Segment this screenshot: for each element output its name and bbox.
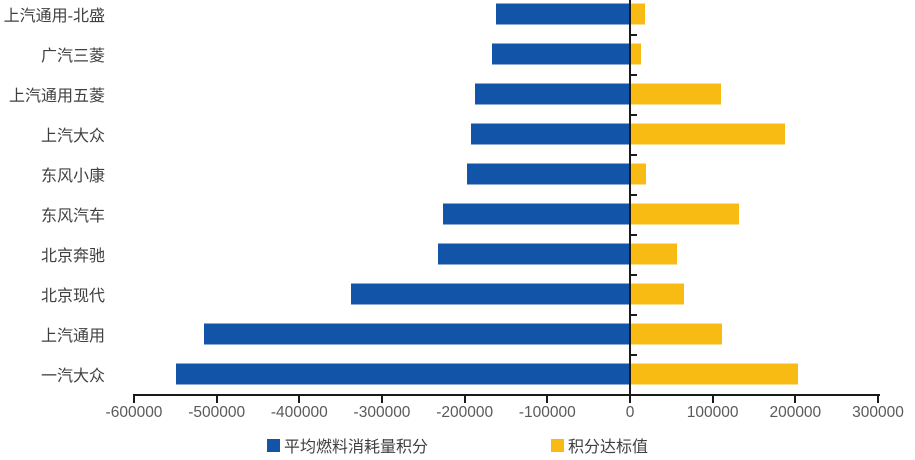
x-axis-tick-label: -300000 <box>353 404 411 421</box>
y-axis-tick <box>631 274 637 276</box>
legend-swatch-yellow <box>551 438 564 452</box>
category-label: 上汽通用-北盛 <box>3 6 105 25</box>
chart-row: 一汽大众 <box>0 354 878 394</box>
chart-row: 北京奔驰 <box>0 234 878 274</box>
chart-rows: 上汽通用-北盛广汽三菱上汽通用五菱上汽大众东风小康东风汽车北京奔驰北京现代上汽通… <box>0 0 878 394</box>
chart-row: 上汽通用-北盛 <box>0 0 878 34</box>
x-axis-tick-label: -200000 <box>436 404 494 421</box>
legend-swatch-blue <box>266 438 280 452</box>
bar-track <box>134 74 878 114</box>
category-label: 北京奔驰 <box>40 246 105 265</box>
legend-label-compliance-value: 积分达标值 <box>568 437 649 456</box>
category-label: 北京现代 <box>40 286 105 305</box>
x-axis-tick-label: -400000 <box>270 404 328 421</box>
y-axis-tick <box>631 314 637 316</box>
category-label: 东风小康 <box>40 166 105 185</box>
bar-track <box>134 234 878 274</box>
legend-label-fuel-consumption-score: 平均燃料消耗量积分 <box>283 437 428 456</box>
legend-item-fuel-consumption-score: 平均燃料消耗量积分 <box>266 433 428 457</box>
compliance-value-bar <box>630 163 646 185</box>
fuel-consumption-score-bar <box>204 323 630 345</box>
category-label: 上汽通用五菱 <box>8 86 105 105</box>
x-axis-tick <box>463 394 466 403</box>
chart-row: 东风汽车 <box>0 194 878 234</box>
y-axis-tick <box>631 154 637 156</box>
chart-row: 广汽三菱 <box>0 34 878 74</box>
fuel-consumption-score-bar <box>176 363 630 385</box>
x-axis-tick-label: -500000 <box>188 404 246 421</box>
compliance-value-bar <box>630 83 721 105</box>
bar-track <box>134 314 878 354</box>
fuel-consumption-score-bar <box>496 3 630 25</box>
x-axis-tick-label: 300000 <box>852 404 904 421</box>
category-label: 上汽通用 <box>40 326 105 345</box>
y-axis-tick <box>631 114 637 116</box>
x-axis-tick-label: -100000 <box>518 404 576 421</box>
compliance-value-bar <box>630 123 785 145</box>
y-axis-tick <box>631 194 637 196</box>
fuel-consumption-score-bar <box>491 43 630 65</box>
x-axis-tick <box>629 394 631 403</box>
category-label: 东风汽车 <box>40 206 105 225</box>
y-axis-tick <box>631 354 637 356</box>
chart-row: 上汽通用五菱 <box>0 74 878 114</box>
chart-row: 北京现代 <box>0 274 878 314</box>
y-axis-tick <box>631 74 637 76</box>
legend-item-compliance-value: 积分达标值 <box>551 433 648 457</box>
fuel-consumption-score-bar <box>475 83 630 105</box>
x-axis-tick-label: 200000 <box>769 404 822 421</box>
fuel-consumption-score-bar <box>443 203 630 225</box>
zero-axis-line <box>629 0 631 395</box>
compliance-value-bar <box>630 363 798 385</box>
fuel-consumption-score-bar <box>467 163 630 185</box>
x-axis-tick <box>877 394 879 403</box>
bar-track <box>134 194 878 234</box>
bar-track <box>134 0 878 34</box>
x-axis-tick <box>381 394 383 403</box>
compliance-value-bar <box>630 3 645 25</box>
bar-track <box>134 154 878 194</box>
compliance-value-bar <box>630 43 641 65</box>
bar-track <box>134 354 878 394</box>
x-axis-tick <box>133 394 135 403</box>
fuel-consumption-score-bar <box>471 123 630 145</box>
bar-track <box>134 34 878 74</box>
x-axis-tick-label: 100000 <box>686 404 739 421</box>
fuel-consumption-score-bar <box>351 283 630 305</box>
legend: 平均燃料消耗量积分 积分达标值 <box>0 433 915 457</box>
chart-row: 东风小康 <box>0 154 878 194</box>
compliance-value-bar <box>630 323 722 345</box>
compliance-value-bar <box>630 243 678 265</box>
x-axis-tick <box>298 394 301 403</box>
y-axis-tick <box>631 34 637 36</box>
compliance-value-bar <box>630 203 740 225</box>
fuel-consumption-score-bar <box>438 243 630 265</box>
category-label: 广汽三菱 <box>40 46 105 65</box>
x-axis-tick <box>215 394 218 403</box>
x-axis-tick-label: 0 <box>625 404 635 421</box>
chart-row: 上汽大众 <box>0 114 878 154</box>
x-axis-tick-label: -600000 <box>105 404 163 421</box>
compliance-value-bar <box>630 283 684 305</box>
category-label: 一汽大众 <box>40 366 105 385</box>
bar-track <box>134 274 878 314</box>
x-axis-tick <box>546 394 549 403</box>
category-label: 上汽大众 <box>40 126 105 145</box>
bar-track <box>134 114 878 154</box>
x-axis-tick <box>711 394 714 403</box>
x-axis-tick <box>794 394 797 403</box>
chart-row: 上汽通用 <box>0 314 878 354</box>
y-axis-tick <box>631 234 637 236</box>
x-axis-line <box>134 394 880 396</box>
